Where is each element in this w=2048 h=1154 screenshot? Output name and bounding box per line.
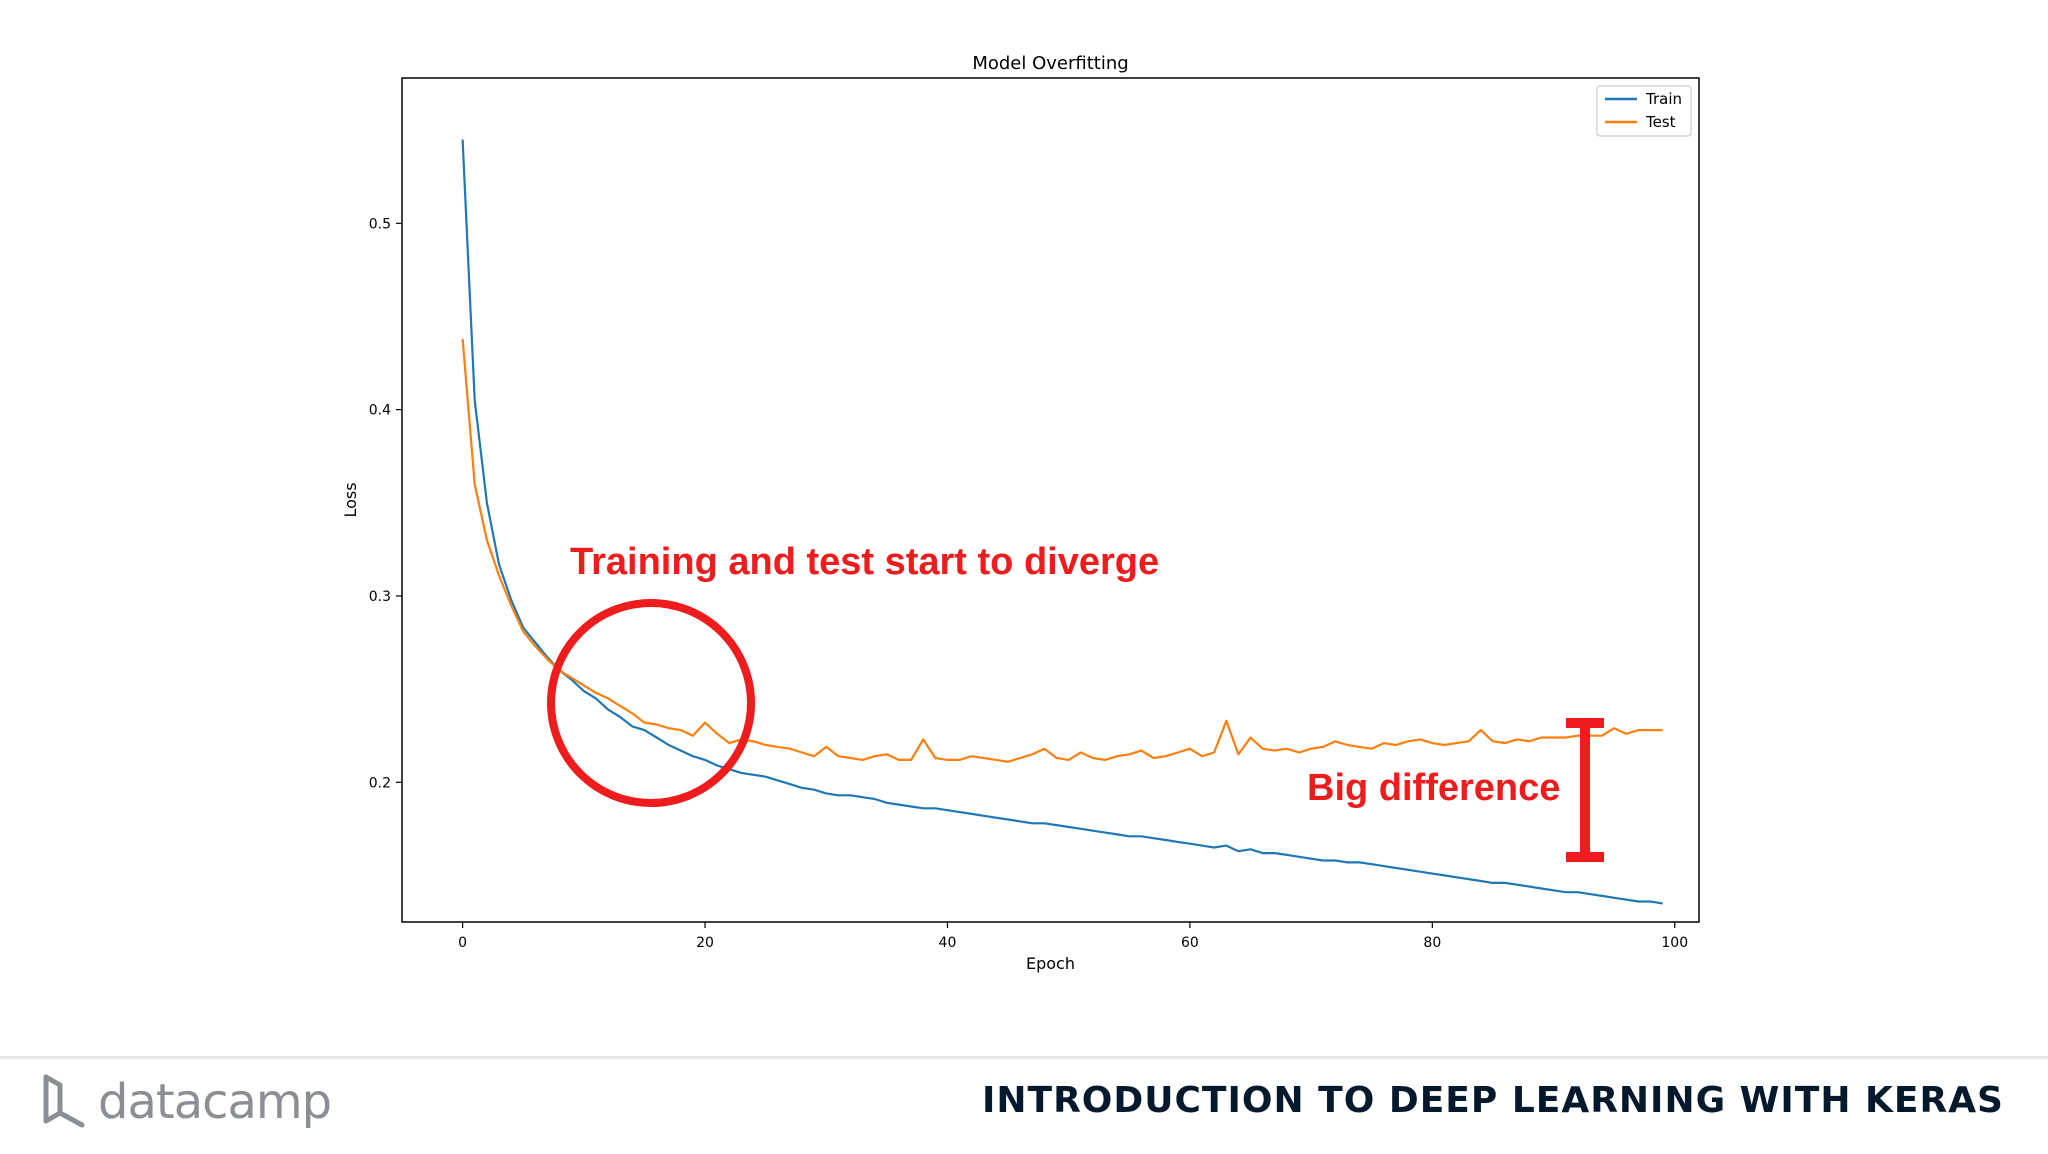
y-tick-label: 0.2: [369, 775, 391, 791]
legend: Train Test: [1596, 85, 1692, 137]
divergence-circle: [547, 599, 755, 807]
difference-annotation: Big difference: [1307, 767, 1560, 809]
y-tick-label: 0.4: [369, 403, 391, 419]
x-tick-label: 100: [1661, 935, 1688, 951]
difference-bracket: [1566, 718, 1604, 862]
course-title: INTRODUCTION TO DEEP LEARNING WITH KERAS: [981, 1080, 2004, 1121]
legend-label-test: Test: [1645, 113, 1676, 131]
x-tick-label: 20: [696, 935, 714, 951]
y-tick-label: 0.5: [369, 216, 391, 232]
divergence-annotation: Training and test start to diverge: [570, 541, 1159, 583]
x-axis-label: Epoch: [1026, 954, 1075, 973]
series-line-train: [461, 139, 1663, 905]
y-axis-label: Loss: [341, 482, 360, 517]
x-tick-label: 0: [458, 935, 467, 951]
x-tick-label: 80: [1423, 935, 1441, 951]
legend-label-train: Train: [1645, 90, 1682, 108]
x-tick-label: 40: [939, 935, 957, 951]
chart-title: Model Overfitting: [972, 53, 1128, 74]
brand-name: datacamp: [98, 1074, 332, 1130]
footer-divider: [0, 1056, 2048, 1059]
series-line-test: [461, 338, 1663, 763]
datacamp-icon: [43, 1074, 85, 1128]
plot-frame: [401, 77, 1700, 923]
datacamp-logo: datacamp: [40, 1072, 332, 1132]
y-tick-label: 0.3: [369, 589, 391, 605]
x-tick-label: 60: [1181, 935, 1199, 951]
